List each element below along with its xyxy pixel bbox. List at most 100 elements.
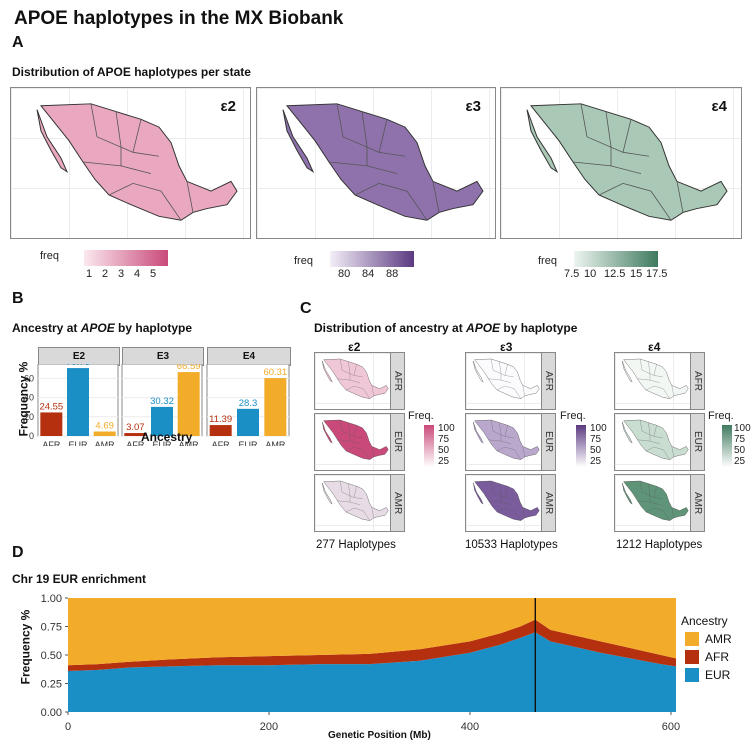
bar-chart-ylabel: Frequency % bbox=[16, 361, 31, 437]
area-ytick-3: 0.75 bbox=[41, 622, 62, 634]
legend-e2-tick-2: 2 bbox=[102, 268, 109, 280]
map-e4-label: ε4 bbox=[711, 98, 727, 115]
small-map-e2-amr-svg bbox=[322, 480, 389, 521]
small-map-e2-amr bbox=[314, 474, 392, 532]
bar-label-e4-afr: 11.39 bbox=[209, 414, 232, 425]
bar-label-e2-eur: 70.76 bbox=[66, 364, 90, 368]
legend-e4-title: freq bbox=[538, 255, 557, 267]
bar-chart-xlabel: Ancestry bbox=[141, 430, 193, 444]
panel-c-e4-label: ε4 bbox=[648, 340, 661, 354]
strip-e3-eur: EUR bbox=[541, 413, 556, 471]
small-map-e3-eur-svg bbox=[473, 419, 540, 460]
small-map-e4-afr-svg bbox=[622, 358, 689, 399]
small-map-e3-amr bbox=[465, 474, 543, 532]
small-map-e2-afr-svg bbox=[322, 358, 389, 399]
panel-c-e4-tick-100: 100 bbox=[734, 423, 751, 434]
panel-a-letter: A bbox=[12, 34, 24, 51]
small-map-e3-afr bbox=[465, 352, 543, 410]
small-map-e3-afr-svg bbox=[473, 358, 540, 399]
bar-ytick-40: 40 bbox=[24, 393, 34, 403]
area-xtick-0: 0 bbox=[65, 721, 71, 733]
legend-e3-colorbar bbox=[330, 251, 414, 267]
ancestry-bar-chart: 24.55 AFR 70.76 EUR 4.69 AMR 3.07 AFR 30.32 EUR 66… bbox=[24, 364, 290, 446]
map-e3-svg bbox=[282, 103, 484, 221]
panel-c-e2-colorbar bbox=[424, 425, 434, 467]
bar-e4-eur bbox=[237, 408, 259, 436]
panel-c-e3-legend-title: Freq. bbox=[560, 410, 586, 422]
panel-c-e3-tick-75: 75 bbox=[590, 434, 602, 445]
bar-xtick-e2-afr: AFR bbox=[42, 440, 61, 446]
map-e2: ε2 bbox=[10, 87, 251, 239]
panel-c-e3-tick-25: 25 bbox=[590, 456, 602, 467]
bar-label-e4-eur: 28.3 bbox=[239, 398, 258, 409]
panel-c-subtitle-gene: APOE bbox=[466, 321, 501, 335]
area-xtick-2: 400 bbox=[461, 721, 479, 733]
bar-label-e2-afr: 24.55 bbox=[39, 401, 63, 412]
bar-label-e3-eur: 30.32 bbox=[150, 396, 174, 407]
bar-e3-eur bbox=[151, 406, 173, 436]
panel-c-e4-haplotypes: 1212 Haplotypes bbox=[616, 539, 703, 551]
small-map-e3-eur bbox=[465, 413, 543, 471]
bar-ytick-20: 20 bbox=[24, 412, 34, 422]
area-ytick-1: 0.25 bbox=[41, 679, 62, 691]
bar-ytick-0: 0 bbox=[29, 431, 34, 441]
area-xtick-1: 200 bbox=[260, 721, 278, 733]
small-map-e4-eur bbox=[614, 413, 692, 471]
panel-d-subtitle: Chr 19 EUR enrichment bbox=[12, 572, 147, 586]
legend-e4-colorbar bbox=[574, 251, 658, 267]
panel-c-subtitle: Distribution of ancestry at APOE by hapl… bbox=[314, 321, 577, 335]
strip-e2-afr: AFR bbox=[390, 352, 405, 410]
bar-e2-eur bbox=[67, 368, 89, 436]
area-series-eur bbox=[68, 632, 676, 712]
panel-c-e2-tick-25: 25 bbox=[438, 456, 450, 467]
legend-e2-tick-5: 5 bbox=[150, 268, 157, 280]
strip-e3-amr: AMR bbox=[541, 474, 556, 532]
map-e4-svg bbox=[526, 103, 728, 221]
area-series-amr bbox=[68, 598, 676, 666]
area-legend-swatch-amr bbox=[685, 632, 699, 646]
panel-b-subtitle: Ancestry at APOE by haplotype bbox=[12, 321, 192, 335]
panel-b-subtitle-gene: APOE bbox=[80, 321, 115, 335]
legend-e4-tick-3: 12.5 bbox=[604, 268, 626, 280]
area-xtick-3: 600 bbox=[662, 721, 680, 733]
map-e4: ε4 bbox=[500, 87, 742, 239]
bar-label-e3-afr: 3.07 bbox=[126, 422, 145, 433]
bar-xtick-e3-amr: AMR bbox=[179, 440, 200, 446]
bar-e4-amr bbox=[264, 378, 287, 436]
bar-xtick-e4-eur: EUR bbox=[238, 440, 258, 446]
panel-c-e3-tick-100: 100 bbox=[590, 423, 607, 434]
area-legend-title: Ancestry bbox=[681, 614, 728, 628]
bar-xtick-e4-amr: AMR bbox=[265, 440, 286, 446]
bar-xtick-e2-eur: EUR bbox=[68, 440, 88, 446]
small-map-e4-amr bbox=[614, 474, 692, 532]
panel-c-e4-tick-25: 25 bbox=[734, 456, 746, 467]
panel-a-subtitle: Distribution of APOE haplotypes per stat… bbox=[12, 65, 251, 79]
legend-e4-tick-5: 17.5 bbox=[646, 268, 668, 280]
panel-c-e2-legend-title: Freq. bbox=[408, 410, 434, 422]
map-e3-label: ε3 bbox=[465, 98, 481, 115]
panel-c-e3-tick-50: 50 bbox=[590, 445, 602, 456]
panel-c-e4-colorbar bbox=[722, 425, 732, 467]
strip-e4-amr: AMR bbox=[690, 474, 705, 532]
panel-c-e3-haplotypes: 10533 Haplotypes bbox=[465, 539, 558, 551]
small-map-e4-afr bbox=[614, 352, 692, 410]
chr19-area-chart: 0.00 0.25 0.50 0.75 1.00 0 200 400 600 bbox=[41, 593, 681, 733]
small-map-e2-eur-svg bbox=[322, 419, 389, 460]
legend-e4-tick-2: 10 bbox=[584, 268, 597, 280]
small-map-e4-amr-svg bbox=[622, 480, 689, 521]
legend-e4-tick-1: 7.5 bbox=[564, 268, 580, 280]
bar-ytick-60: 60 bbox=[24, 373, 34, 383]
bar-label-e4-amr: 60.31 bbox=[263, 367, 287, 378]
map-e3: ε3 bbox=[256, 87, 496, 239]
area-legend-swatch-eur bbox=[685, 668, 699, 682]
panel-c-e3-label: ε3 bbox=[500, 340, 513, 354]
panel-c-e4-tick-50: 50 bbox=[734, 445, 746, 456]
legend-e3-tick-3: 88 bbox=[386, 268, 399, 280]
panel-c-subtitle-suffix: by haplotype bbox=[500, 321, 578, 335]
panel-c-e3-colorbar bbox=[576, 425, 586, 467]
small-map-e2-afr bbox=[314, 352, 392, 410]
strip-e2-amr: AMR bbox=[390, 474, 405, 532]
panel-b-subtitle-prefix: Ancestry at bbox=[12, 321, 81, 335]
area-legend-label-afr: AFR bbox=[705, 650, 729, 664]
map-e2-svg bbox=[36, 103, 238, 221]
